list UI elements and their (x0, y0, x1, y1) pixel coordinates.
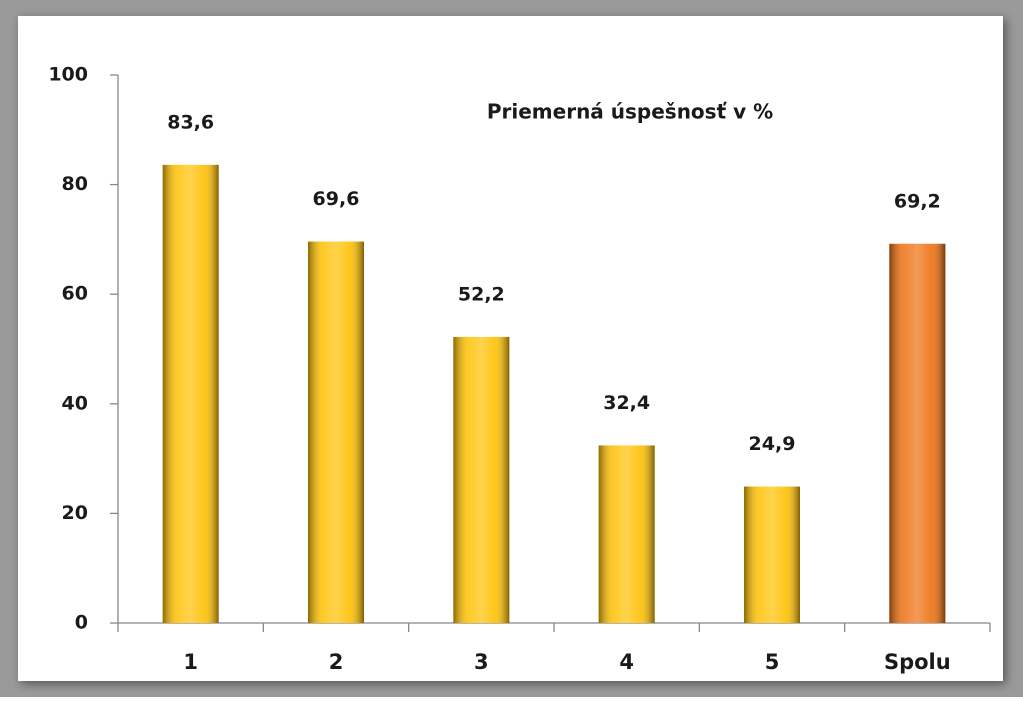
x-tick-label: Spolu (884, 650, 951, 674)
y-tick-label: 40 (62, 392, 88, 414)
bar-shade (744, 486, 800, 623)
bar-shade (453, 336, 510, 623)
x-tick-label: 3 (474, 650, 489, 674)
x-tick-label: 1 (183, 650, 198, 674)
y-tick-label: 0 (75, 612, 88, 634)
y-tick-label: 20 (62, 502, 88, 524)
value-label: 69,6 (313, 188, 360, 210)
y-tick-label: 100 (48, 64, 88, 86)
value-label: 83,6 (167, 111, 214, 133)
x-tick-label: 2 (329, 650, 344, 674)
value-label: 32,4 (603, 392, 650, 414)
value-label: 52,2 (458, 283, 505, 305)
y-tick-label: 60 (62, 283, 88, 305)
bar-shade (162, 164, 219, 623)
bar-shade (308, 241, 364, 624)
x-tick-label: 4 (619, 650, 634, 674)
x-tick-label: 5 (765, 650, 780, 674)
value-label: 24,9 (749, 433, 796, 455)
bar-shade (598, 445, 655, 623)
bar-shade (889, 243, 946, 623)
y-tick-label: 80 (62, 173, 88, 195)
value-label: 69,2 (894, 190, 941, 212)
chart-title: Priemerná úspešnosť v % (487, 100, 773, 124)
